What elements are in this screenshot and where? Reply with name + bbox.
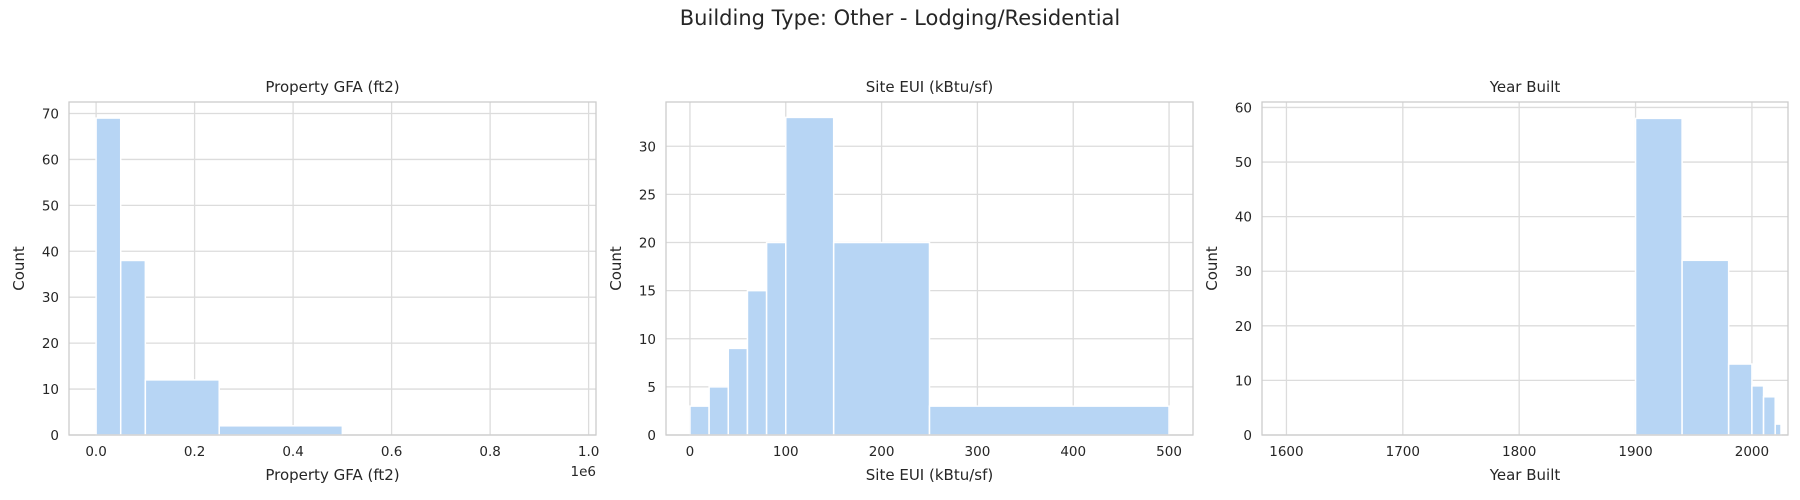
y-tick-label: 10: [1235, 373, 1252, 389]
x-tick-label: 1700: [1386, 444, 1420, 460]
histogram-bar: [144, 379, 220, 436]
y-axis-label: Count: [1203, 246, 1221, 291]
figure-title: Building Type: Other - Lodging/Residenti…: [680, 6, 1120, 30]
y-tick-label: 40: [1235, 210, 1252, 226]
y-tick-label: 25: [639, 187, 656, 203]
histogram-bar: [1681, 259, 1730, 436]
histogram-bar: [1774, 423, 1782, 436]
y-tick-label: 0: [50, 428, 59, 444]
subplot-title: Site EUI (kBtu/sf): [866, 78, 993, 96]
x-axis-label: Property GFA (ft2): [265, 466, 399, 484]
subplot-1: 0 10 20 30 40 50 60 70 0.0 0.2 0.4 0.6 0.8 1.0 Propert…: [10, 78, 599, 484]
y-tick-label: 20: [42, 336, 59, 352]
histogram-bar: [746, 289, 768, 436]
histogram-bar: [708, 386, 730, 436]
x-tick-label: 300: [965, 444, 991, 460]
y-tick-label: 10: [42, 382, 59, 398]
histogram-bar: [95, 117, 122, 436]
x-tick-label: 0.8: [479, 444, 500, 460]
x-tick-label: 1800: [1502, 444, 1536, 460]
y-axis-label: Count: [607, 246, 625, 291]
histogram-bar: [119, 259, 147, 436]
x-tick-label: 1.0: [578, 444, 599, 460]
y-tick-label: 0: [647, 428, 656, 444]
y-tick-label: 5: [647, 380, 656, 396]
x-tick-label: 200: [869, 444, 895, 460]
y-tick-label: 15: [639, 284, 656, 300]
y-tick-label: 0: [1243, 428, 1252, 444]
histogram-bar: [218, 425, 344, 436]
y-tick-label: 70: [42, 106, 59, 122]
x-axis-label: Year Built: [1489, 466, 1561, 484]
y-tick-label: 20: [1235, 319, 1252, 335]
axes-frame: [68, 101, 597, 436]
axes-frame: [665, 101, 1194, 436]
subplot-title: Year Built: [1489, 78, 1561, 96]
histogram-bar: [1634, 117, 1683, 436]
x-tick-label: 0.2: [184, 444, 205, 460]
y-axis-label: Count: [10, 246, 28, 291]
x-tick-label: 100: [773, 444, 799, 460]
x-tick-label: 500: [1156, 444, 1182, 460]
x-tick-label: 0.0: [85, 444, 106, 460]
histogram-bar: [689, 405, 710, 436]
subplot-3: 0 10 20 30 40 50 60 1600 1700 1800 1900 2000 Year Bu…: [1203, 78, 1789, 484]
axes-frame: [1261, 101, 1789, 436]
y-tick-label: 20: [639, 236, 656, 252]
histogram-bar: [1762, 396, 1776, 436]
y-tick-label: 50: [42, 198, 59, 214]
histogram-bar: [1727, 363, 1753, 436]
histogram-bar: [785, 116, 835, 436]
y-tick-label: 40: [42, 244, 59, 260]
y-tick-label: 10: [639, 332, 656, 348]
subplot-title: Property GFA (ft2): [265, 78, 399, 96]
x-offset-label: 1e6: [571, 464, 596, 480]
x-tick-label: 400: [1060, 444, 1086, 460]
x-tick-label: 1600: [1269, 444, 1303, 460]
y-tick-label: 60: [1235, 100, 1252, 116]
histogram-bar: [727, 347, 749, 436]
y-tick-label: 30: [639, 139, 656, 155]
x-axis-label: Site EUI (kBtu/sf): [866, 466, 993, 484]
y-tick-label: 30: [42, 290, 59, 306]
histogram-bar: [765, 241, 787, 436]
y-tick-label: 30: [1235, 264, 1252, 280]
histogram-bar: [1751, 385, 1765, 436]
y-tick-label: 50: [1235, 155, 1252, 171]
x-tick-label: 0: [686, 444, 695, 460]
x-tick-label: 1900: [1618, 444, 1652, 460]
histogram-bar: [832, 241, 931, 436]
histogram-bar: [928, 405, 1170, 436]
x-tick-label: 0.6: [381, 444, 402, 460]
x-tick-label: 2000: [1735, 444, 1769, 460]
y-tick-label: 60: [42, 152, 59, 168]
x-tick-label: 0.4: [282, 444, 303, 460]
